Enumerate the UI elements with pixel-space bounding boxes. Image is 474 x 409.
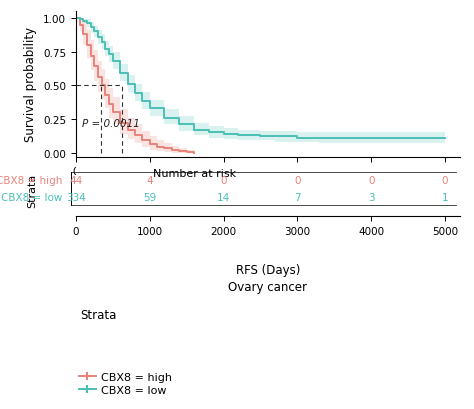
Text: 0: 0 (442, 175, 448, 186)
Text: 334: 334 (66, 193, 86, 203)
Text: CBX8 = high: CBX8 = high (0, 175, 63, 186)
Y-axis label: Strata: Strata (27, 174, 37, 208)
Y-axis label: Survival probability: Survival probability (25, 27, 37, 142)
Text: 59: 59 (143, 193, 156, 203)
Text: CBX8 = low: CBX8 = low (1, 193, 63, 203)
Text: 0: 0 (294, 175, 301, 186)
Text: 4: 4 (146, 175, 153, 186)
Text: P = 0.0011: P = 0.0011 (82, 118, 140, 128)
Text: 14: 14 (217, 193, 230, 203)
Text: 44: 44 (69, 175, 82, 186)
Text: 0: 0 (220, 175, 227, 186)
Text: 0: 0 (368, 175, 374, 186)
Text: 3: 3 (368, 193, 374, 203)
Text: RFS (Days)
Ovary cancer: RFS (Days) Ovary cancer (228, 264, 307, 294)
Text: Number at risk: Number at risk (154, 168, 237, 178)
Text: 1: 1 (442, 193, 448, 203)
Text: 7: 7 (294, 193, 301, 203)
X-axis label: RFS (Days): RFS (Days) (236, 182, 300, 196)
Text: Strata: Strata (81, 308, 117, 321)
Legend: CBX8 = high, CBX8 = low: CBX8 = high, CBX8 = low (79, 372, 172, 395)
